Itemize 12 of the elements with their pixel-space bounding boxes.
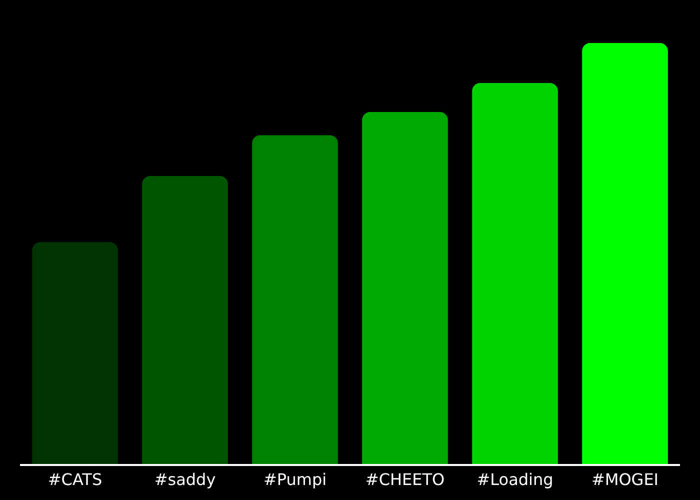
- bar: [472, 83, 558, 464]
- bar: [252, 135, 338, 464]
- bar: [32, 242, 118, 464]
- x-tick-label: #Loading: [476, 470, 554, 490]
- bar: [362, 112, 448, 464]
- x-tick-label: #CATS: [48, 470, 102, 490]
- bar: [142, 176, 228, 464]
- x-tick-label: #MOGEI: [591, 470, 659, 490]
- x-tick-label: #Pumpi: [263, 470, 327, 490]
- x-tick-label: #CHEETO: [365, 470, 445, 490]
- x-tick-label: #saddy: [154, 470, 216, 490]
- bar: [582, 43, 668, 464]
